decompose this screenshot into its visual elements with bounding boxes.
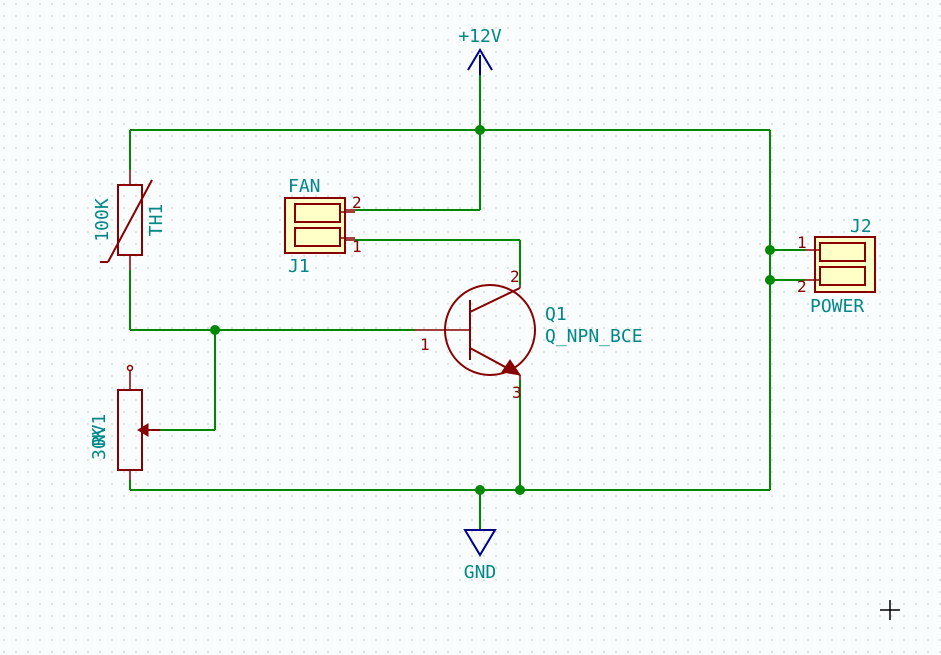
thermistor-ref: TH1 [146,204,167,237]
q-pin-emit: 3 [512,383,522,402]
q-ref: Q1 [545,304,567,325]
thermistor-value: 100K [92,198,113,242]
q-pin-coll: 2 [510,267,520,286]
power-conn-ref: J2 [850,216,872,237]
pot-value: 30K [89,427,110,460]
q-pin-base: 1 [420,335,430,354]
schematic-canvas: +12V GND 100K TH1 RV1 30K [0,0,941,655]
q-type: Q_NPN_BCE [545,326,643,347]
fan-pin2: 2 [352,193,362,212]
fan-pin1: 1 [352,237,362,256]
power-pin2: 2 [797,277,807,296]
power-12v-label: +12V [458,26,502,47]
fan-ref: J1 [288,256,310,277]
power-conn-name: POWER [810,296,864,317]
fan-name: FAN [288,176,321,197]
power-pin1: 1 [797,233,807,252]
power-gnd-label: GND [464,562,497,583]
